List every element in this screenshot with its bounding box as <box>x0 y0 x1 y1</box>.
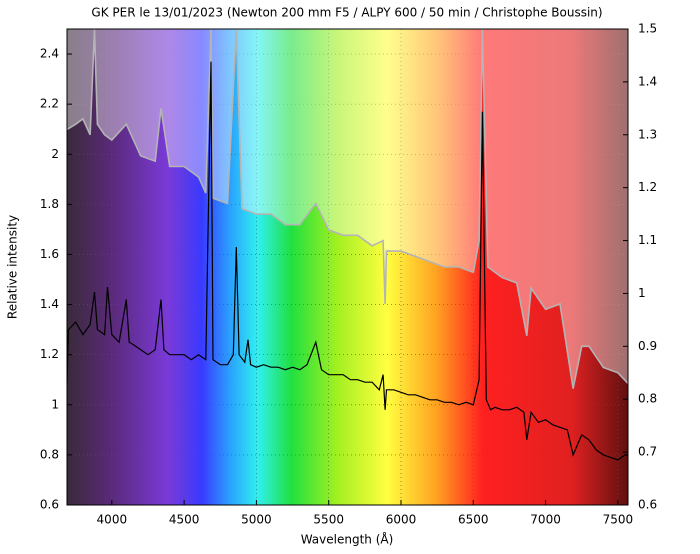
x-tick-label: 4500 <box>169 513 200 527</box>
y-tick-label: 2 <box>51 147 59 161</box>
y-tick-label: 1.6 <box>40 247 59 261</box>
y2-tick-label: 0.9 <box>638 339 657 353</box>
x-tick-label: 7500 <box>603 513 634 527</box>
y-tick-label: 1.2 <box>40 347 59 361</box>
x-tick-label: 6000 <box>386 513 417 527</box>
y2-tick-label: 1.2 <box>638 180 657 194</box>
y2-tick-label: 0.6 <box>638 498 657 512</box>
x-tick-label: 7000 <box>530 513 561 527</box>
y-tick-label: 1 <box>51 397 59 411</box>
chart-title: GK PER le 13/01/2023 (Newton 200 mm F5 /… <box>91 6 602 20</box>
y2-tick-label: 1.1 <box>638 233 657 247</box>
y-tick-label: 2.4 <box>40 47 59 61</box>
x-axis-label: Wavelength (Å) <box>301 532 394 547</box>
spectrum-line <box>67 29 628 389</box>
y2-tick-label: 1 <box>638 286 646 300</box>
y-tick-label: 1.8 <box>40 197 59 211</box>
x-tick-label: 5000 <box>241 513 272 527</box>
y2-tick-label: 1.3 <box>638 127 657 141</box>
y-tick-label: 2.2 <box>40 97 59 111</box>
x-tick-label: 5500 <box>313 513 344 527</box>
x-tick-label: 4000 <box>97 513 128 527</box>
y-tick-label: 0.8 <box>40 447 59 461</box>
faded-area <box>67 29 628 389</box>
x-tick-label: 6500 <box>458 513 489 527</box>
y-axis-label: Relative intensity <box>6 215 20 319</box>
y2-tick-label: 1.5 <box>638 22 657 36</box>
y2-tick-label: 0.8 <box>638 392 657 406</box>
y2-tick-label: 1.4 <box>638 74 657 88</box>
y2-tick-label: 0.7 <box>638 445 657 459</box>
plot-frame <box>66 28 629 506</box>
spectrum-line <box>67 61 628 461</box>
plot-area <box>67 29 628 505</box>
y-tick-label: 0.6 <box>40 498 59 512</box>
y-tick-label: 1.4 <box>40 297 59 311</box>
